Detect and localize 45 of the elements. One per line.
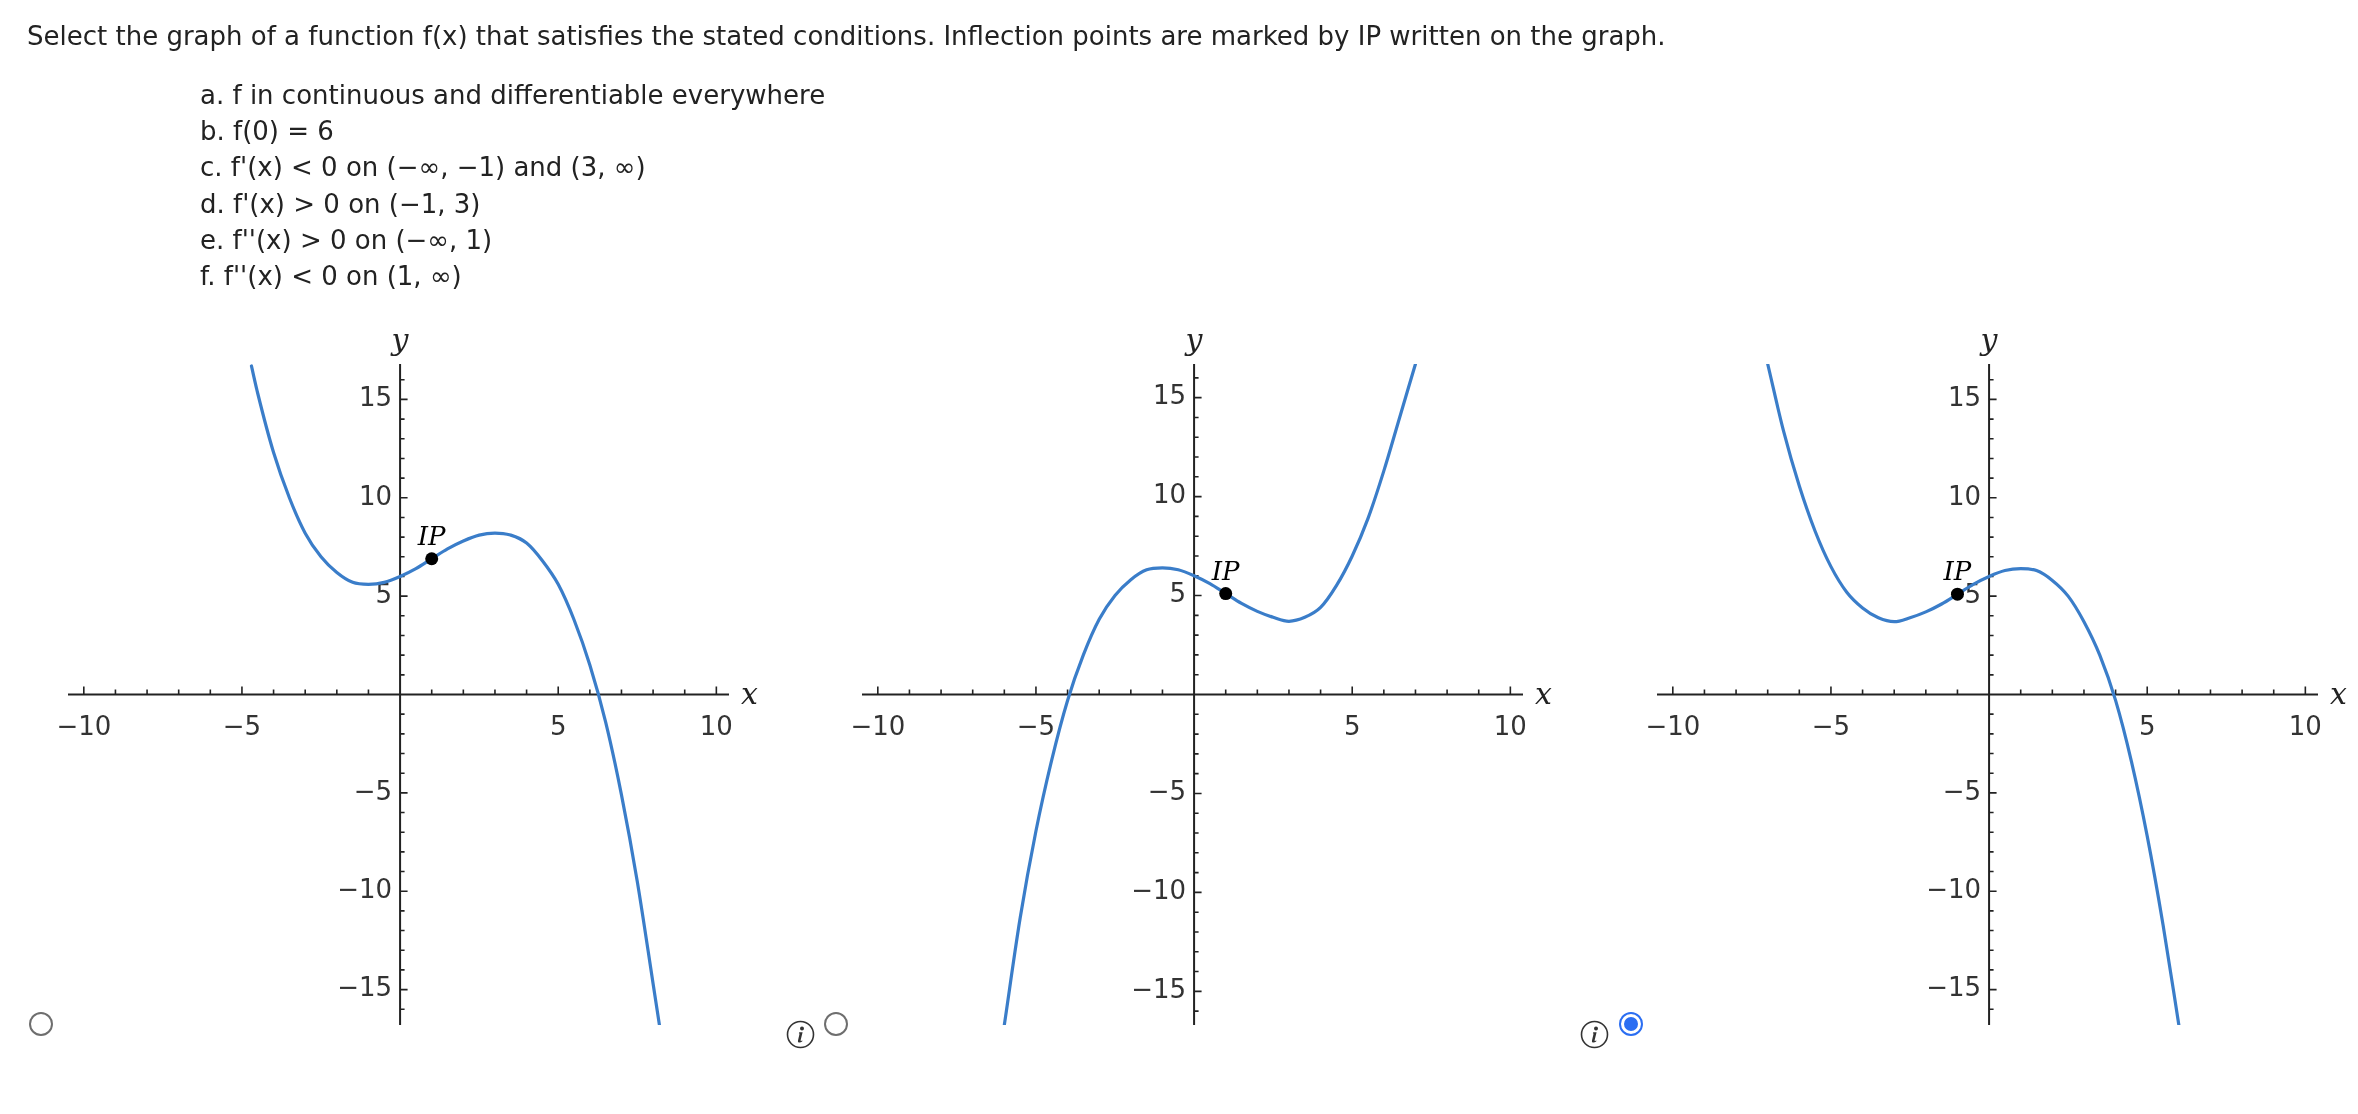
text: a. f in continuous and differentiable everywhere bbox=[200, 79, 827, 112]
y-tick-label: −10 bbox=[337, 873, 393, 904]
x-axis-title: x bbox=[2330, 676, 2347, 712]
y-tick-label: −10 bbox=[1926, 873, 1982, 904]
text: d. f'(x) > 0 on (−1, 3) bbox=[200, 187, 482, 221]
series-label: IP bbox=[416, 520, 447, 551]
y-tick-label: −15 bbox=[1131, 974, 1187, 1005]
x-tick-label: 5 bbox=[549, 710, 567, 741]
y-tick-label: −5 bbox=[1942, 775, 1982, 806]
text: c. f'(x) < 0 on (−∞, −1) and (3, ∞) bbox=[200, 151, 647, 185]
x-axis-title: x bbox=[1535, 676, 1552, 712]
y-tick-label: 10 bbox=[1152, 479, 1187, 510]
x-tick-label: 5 bbox=[1343, 710, 1361, 741]
y-tick-label: 10 bbox=[358, 480, 393, 511]
x-axis-title: x bbox=[741, 676, 758, 712]
y-tick-label: 5 bbox=[1169, 578, 1187, 609]
series-label: IP bbox=[1210, 555, 1241, 586]
x-tick-label: −10 bbox=[1645, 710, 1701, 741]
y-axis-title: y bbox=[1183, 322, 1204, 357]
x-tick-label: 10 bbox=[699, 710, 733, 741]
y-tick-label: −15 bbox=[337, 972, 393, 1003]
y-tick-label: −10 bbox=[1131, 875, 1187, 906]
x-tick-label: −5 bbox=[1016, 710, 1056, 741]
y-tick-label: 15 bbox=[1947, 382, 1982, 413]
x-tick-label: −5 bbox=[222, 710, 262, 741]
y-axis-title: y bbox=[1978, 322, 1999, 357]
line-series bbox=[1002, 364, 1418, 1025]
x-tick-label: 5 bbox=[2138, 710, 2156, 741]
text: e. f''(x) > 0 on (−∞, 1) bbox=[200, 223, 494, 257]
x-tick-label: −10 bbox=[56, 710, 112, 741]
y-tick-label: 15 bbox=[358, 382, 393, 413]
x-tick-label: −10 bbox=[850, 710, 906, 741]
y-tick-label: −5 bbox=[1147, 776, 1187, 807]
x-tick-label: 10 bbox=[1493, 710, 1527, 741]
y-tick-label: 10 bbox=[1947, 480, 1982, 511]
text: f. f''(x) < 0 on (1, ∞) bbox=[200, 260, 463, 293]
x-tick-label: −5 bbox=[1811, 710, 1851, 741]
text: Select the graph of a function f(x) that satisfies the stated conditions. Inflection points are marked by IP written on the graph. bbox=[27, 20, 1666, 53]
line-series bbox=[1766, 364, 2181, 1025]
x-tick-label: 10 bbox=[2288, 710, 2322, 741]
text: b. f(0) = 6 bbox=[200, 115, 335, 149]
y-tick-label: 15 bbox=[1152, 380, 1187, 411]
y-tick-label: −5 bbox=[353, 775, 393, 806]
y-tick-label: −15 bbox=[1926, 972, 1982, 1003]
y-axis-title: y bbox=[389, 322, 410, 357]
